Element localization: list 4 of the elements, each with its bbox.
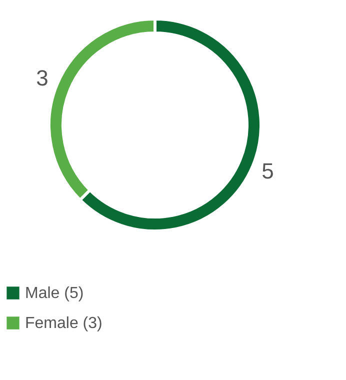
data-label: 5	[262, 158, 274, 184]
data-label: 3	[36, 65, 48, 90]
legend-label: Male (5)	[25, 285, 84, 302]
legend-label: Female (3)	[25, 315, 102, 332]
